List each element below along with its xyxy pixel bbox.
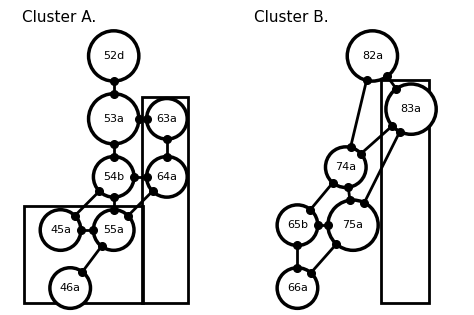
- Text: 46a: 46a: [60, 283, 81, 293]
- Circle shape: [40, 210, 81, 250]
- Circle shape: [328, 200, 378, 250]
- Circle shape: [277, 268, 318, 308]
- Circle shape: [277, 205, 318, 245]
- Bar: [24, 206, 143, 302]
- Text: 64a: 64a: [156, 172, 177, 182]
- Bar: [142, 97, 188, 302]
- Circle shape: [146, 157, 187, 197]
- Circle shape: [89, 94, 139, 144]
- Circle shape: [93, 157, 134, 197]
- Text: 55a: 55a: [103, 225, 124, 235]
- Text: Cluster B.: Cluster B.: [254, 10, 328, 25]
- Text: 54b: 54b: [103, 172, 124, 182]
- Text: Cluster A.: Cluster A.: [22, 10, 96, 25]
- Text: 65b: 65b: [287, 220, 308, 230]
- Text: 83a: 83a: [401, 104, 421, 114]
- Circle shape: [347, 31, 398, 81]
- Circle shape: [93, 210, 134, 250]
- Text: 66a: 66a: [287, 283, 308, 293]
- Text: 82a: 82a: [362, 51, 383, 61]
- Circle shape: [146, 99, 187, 139]
- Text: 45a: 45a: [50, 225, 71, 235]
- Text: 53a: 53a: [103, 114, 124, 124]
- Circle shape: [89, 31, 139, 81]
- Text: 74a: 74a: [335, 162, 356, 172]
- Circle shape: [386, 84, 436, 134]
- Text: 52d: 52d: [103, 51, 124, 61]
- Text: 75a: 75a: [343, 220, 364, 230]
- Text: 63a: 63a: [156, 114, 177, 124]
- Circle shape: [50, 268, 91, 308]
- Circle shape: [326, 147, 366, 187]
- Bar: [381, 80, 429, 302]
